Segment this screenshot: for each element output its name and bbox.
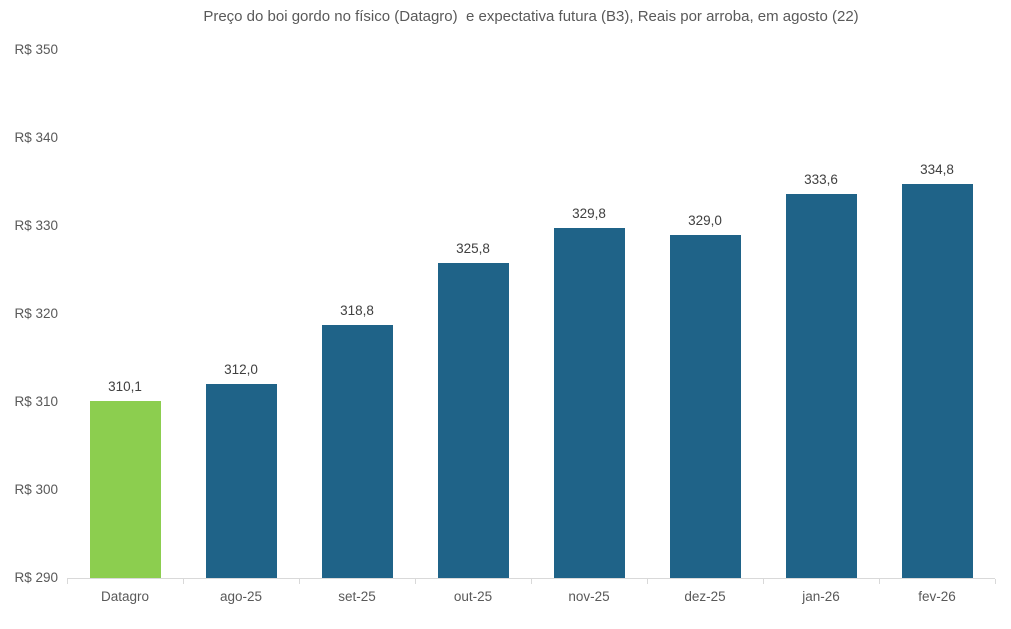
x-axis-tick-mark (763, 579, 764, 584)
y-axis-tick-label: R$ 320 (14, 306, 58, 321)
y-axis-tick-label: R$ 340 (14, 130, 58, 145)
x-axis-category-label: out-25 (453, 589, 493, 604)
bar-set-25[interactable] (321, 324, 393, 578)
bar-value-label: 333,6 (804, 172, 838, 188)
bar-value-label: 312,0 (224, 362, 258, 378)
bar-value-label: 318,8 (340, 302, 374, 318)
x-axis-category-label: set-25 (338, 589, 376, 604)
x-axis-category-label: nov-25 (568, 589, 610, 604)
x-axis-tick-mark (299, 579, 300, 584)
y-axis-tick-label: R$ 350 (14, 42, 58, 57)
bar-Datagro[interactable] (89, 401, 161, 578)
x-axis-category-label: Datagro (100, 589, 150, 604)
y-axis-tick-label: R$ 300 (14, 482, 58, 497)
x-axis-tick-mark (647, 579, 648, 584)
chart-title: Preço do boi gordo no físico (Datagro) e… (203, 8, 859, 25)
x-axis-line (67, 578, 995, 579)
bar-value-label: 329,8 (572, 205, 606, 221)
y-axis-tick-label: R$ 290 (14, 570, 58, 585)
x-axis-tick-mark (67, 579, 68, 584)
bar-value-label: 310,1 (108, 379, 142, 395)
x-axis-tick-mark (879, 579, 880, 584)
x-axis-tick-mark (415, 579, 416, 584)
bar-dez-25[interactable] (669, 234, 741, 578)
y-axis-tick-label: R$ 310 (14, 394, 58, 409)
x-axis-category-label: jan-26 (802, 589, 840, 604)
bar-jan-26[interactable] (785, 194, 857, 578)
bar-ago-25[interactable] (205, 384, 277, 578)
bar-out-25[interactable] (437, 262, 509, 578)
y-axis-tick-label: R$ 330 (14, 218, 58, 233)
bar-nov-25[interactable] (553, 227, 625, 578)
x-axis-category-label: fev-26 (918, 589, 956, 604)
bar-value-label: 329,0 (688, 212, 722, 228)
bar-value-label: 325,8 (456, 240, 490, 256)
x-axis-tick-mark (995, 579, 996, 584)
x-axis-tick-mark (531, 579, 532, 584)
x-axis-category-label: ago-25 (219, 589, 263, 604)
bar-value-label: 334,8 (920, 161, 954, 177)
bar-fev-26[interactable] (901, 183, 973, 578)
x-axis-category-label: dez-25 (684, 589, 726, 604)
x-axis-tick-mark (183, 579, 184, 584)
